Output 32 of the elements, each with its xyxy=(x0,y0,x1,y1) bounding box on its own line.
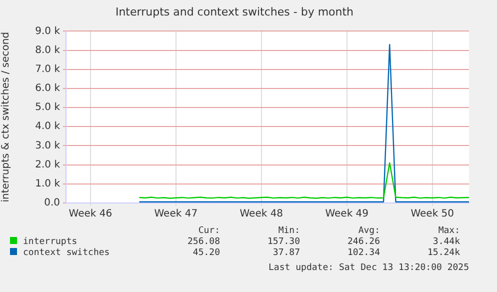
y-tick-label: 6.0 k xyxy=(35,83,60,94)
x-tick-label: Week 50 xyxy=(410,208,454,220)
y-tick-label: 7.0 k xyxy=(35,64,60,75)
legend-label: interrupts xyxy=(22,237,78,247)
x-tick-label: Week 47 xyxy=(154,208,198,220)
legend-label: context switches xyxy=(22,248,111,258)
text: 3.44k xyxy=(432,237,460,247)
y-tick-label: 4.0 k xyxy=(35,121,60,132)
x-tick-label: Week 49 xyxy=(325,208,369,220)
text: 45.20 xyxy=(192,248,220,258)
text: 15.24k xyxy=(426,248,460,258)
text: Last update: Sat Dec 13 13:20:00 2025 xyxy=(268,263,469,273)
y-tick-label: 9.0 k xyxy=(35,26,60,37)
text: 246.26 xyxy=(346,237,380,247)
y-tick-label: 0.0 xyxy=(44,198,60,209)
y-axis-title: interrupts & ctx switches / second xyxy=(0,32,12,202)
x-tick-label: Week 46 xyxy=(68,208,112,220)
text: 157.30 xyxy=(266,237,300,247)
text: Avg: xyxy=(357,226,380,236)
y-tick-label: 1.0 k xyxy=(35,178,60,190)
x-tick-label: Week 48 xyxy=(240,208,284,220)
y-tick-label: 8.0 k xyxy=(35,44,60,56)
text: 37.87 xyxy=(272,248,300,258)
text: 102.34 xyxy=(346,248,380,258)
y-tick-label: 5.0 k xyxy=(35,102,60,114)
y-tick-label: 2.0 k xyxy=(35,159,60,170)
y-tick-label: 3.0 k xyxy=(35,140,60,152)
text: Max: xyxy=(437,226,460,236)
text: 256.08 xyxy=(186,237,220,247)
chart-title: Interrupts and context switches - by month xyxy=(115,5,354,18)
text: Min: xyxy=(277,226,300,236)
text: Cur: xyxy=(197,226,220,236)
